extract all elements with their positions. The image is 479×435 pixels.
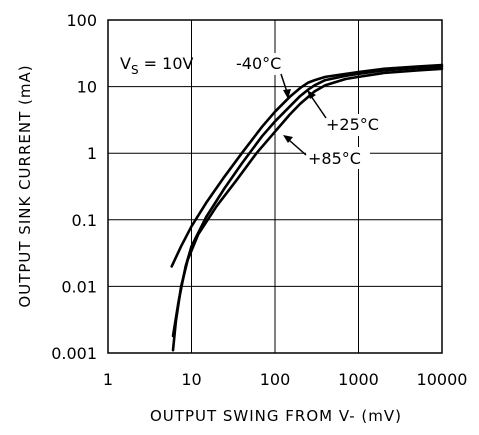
y-tick-label-3: 1 xyxy=(87,144,97,163)
label-mask xyxy=(324,114,388,136)
condition-value: = 10V xyxy=(139,54,194,73)
arrowhead-plus25 xyxy=(307,90,316,99)
arrowhead-plus85 xyxy=(283,135,293,143)
arrowhead-minus40 xyxy=(283,89,291,99)
series-line-0 xyxy=(170,63,444,268)
x-axis-title: OUTPUT SWING FROM V- (mV) xyxy=(150,407,402,425)
x-tick-label-0: 1 xyxy=(103,370,113,389)
x-tick-label-4: 10000 xyxy=(417,370,468,389)
leader-minus40 xyxy=(280,73,288,93)
condition-label: VS = 10V xyxy=(120,54,194,77)
condition-subscript: S xyxy=(131,63,139,77)
label-mask xyxy=(234,53,296,75)
y-tick-labels: 0.001 0.01 0.1 1 10 100 xyxy=(51,11,97,363)
series-group xyxy=(170,63,444,352)
y-tick-label-5: 100 xyxy=(66,11,97,30)
label-mask xyxy=(306,147,370,169)
label-minus40: -40°C xyxy=(236,54,281,73)
y-tick-label-2: 0.1 xyxy=(72,211,97,230)
series-line-2 xyxy=(171,67,444,352)
annotation-plus25: +25°C xyxy=(307,90,388,136)
condition-prefix: V xyxy=(120,54,131,73)
leader-plus85 xyxy=(288,139,307,156)
leader-plus25 xyxy=(310,95,327,119)
x-tick-label-2: 100 xyxy=(260,370,291,389)
y-tick-label-0: 0.001 xyxy=(51,344,97,363)
x-tick-labels: 1 10 100 1000 10000 xyxy=(103,370,468,389)
label-plus25: +25°C xyxy=(326,115,379,134)
y-axis-title: OUTPUT SINK CURRENT (mA) xyxy=(16,64,34,307)
y-tick-label-1: 0.01 xyxy=(61,277,97,296)
x-tick-label-1: 10 xyxy=(181,370,201,389)
series-line-1 xyxy=(171,65,444,338)
y-tick-label-4: 10 xyxy=(77,78,97,97)
annotation-minus40: -40°C xyxy=(234,53,296,99)
x-tick-label-3: 1000 xyxy=(338,370,379,389)
label-plus85: +85°C xyxy=(308,149,361,168)
plot-frame xyxy=(107,19,443,354)
annotation-plus85: +85°C xyxy=(283,135,370,169)
